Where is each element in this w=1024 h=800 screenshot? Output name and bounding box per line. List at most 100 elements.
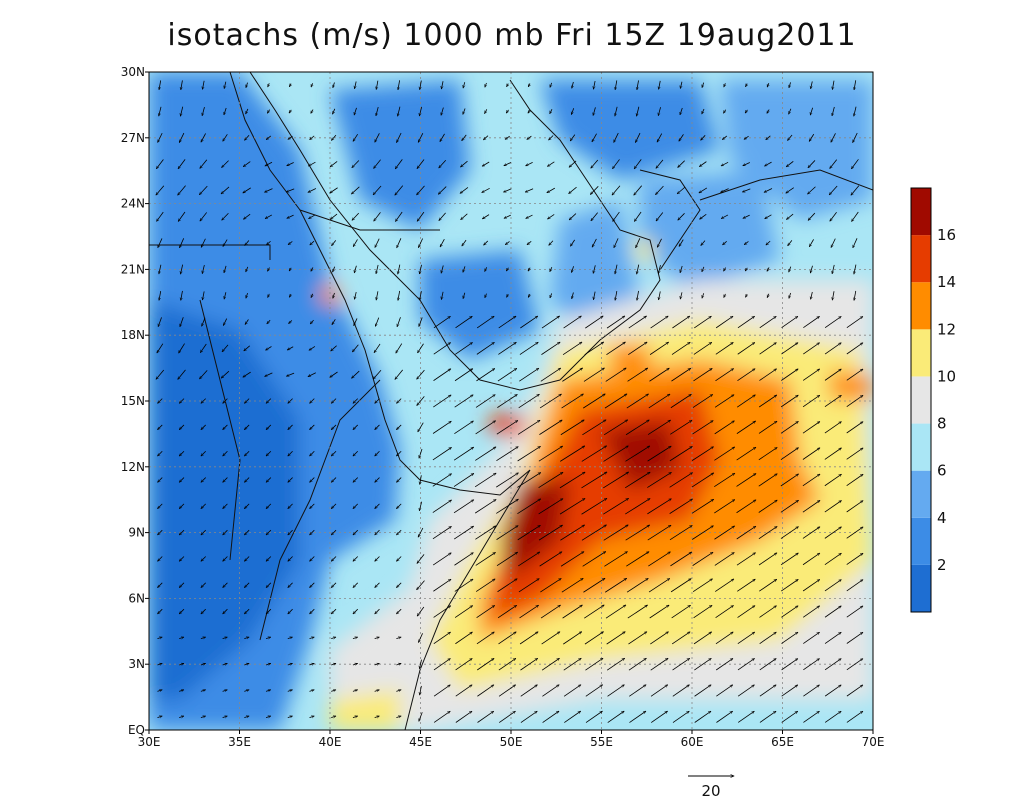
wind-arrow [824,342,841,355]
wind-arrow [656,133,663,143]
wind-arrow [736,420,756,434]
wind-arrow [331,424,337,430]
wind-arrow [484,109,488,113]
wind-arrow [243,371,251,378]
wind-arrow [246,82,248,88]
wind-arrow [830,133,836,142]
wind-arrow [179,238,185,248]
wind-arrow [475,446,496,461]
wind-arrow [432,526,452,540]
wind-arrow [714,394,734,408]
wind-arrow [518,551,540,567]
wind-arrow [605,367,626,382]
wind-arrow [765,214,772,220]
wind-arrow [330,371,338,378]
wind-arrow [395,159,403,169]
wind-arrow [288,582,293,588]
wind-arrow [200,159,208,169]
wind-arrow [518,578,539,593]
wind-arrow [692,394,713,408]
wind-arrow [222,239,228,247]
wind-arrow [178,159,186,169]
wind-arrow [581,445,607,462]
wind-arrow [701,135,706,140]
wind-arrow [802,421,820,434]
wind-arrow [743,162,751,167]
wind-arrow [803,710,819,723]
wind-arrow [288,477,293,483]
wind-arrow [157,582,163,588]
wind-arrow [201,424,206,430]
wind-arrow [244,398,250,404]
wind-arrow [604,551,627,567]
wind-arrow [714,446,734,461]
wind-arrow [310,240,315,245]
wind-arrow [353,398,359,404]
wind-arrow [811,81,813,88]
wind-arrow [802,605,819,618]
wind-arrow [549,135,554,141]
wind-arrow [178,185,186,196]
wind-arrow [265,161,273,167]
wind-arrow [159,264,162,274]
wind-arrow [625,524,650,541]
wind-arrow [824,579,841,592]
wind-arrow [309,663,315,665]
wind-arrow [802,552,820,566]
wind-arrow [737,578,755,592]
wind-arrow [330,213,338,219]
wind-arrow [286,372,295,377]
wind-arrow [460,160,468,167]
wind-arrow [527,83,530,86]
wind-arrow [547,214,555,220]
wind-arrow [824,658,841,671]
wind-arrow [354,265,357,273]
wind-arrow [375,477,380,483]
wind-arrow [453,473,474,487]
wind-arrow [266,477,272,483]
wind-arrow [743,214,750,219]
wind-arrow [542,684,559,697]
wind-arrow [331,608,337,614]
wind-arrow [374,159,381,169]
reference-vector: 20 [688,776,734,800]
wind-arrow [454,420,473,435]
wind-arrow [331,398,337,404]
wind-arrow [244,663,249,665]
wind-arrow [331,716,336,718]
wind-arrow [244,424,250,430]
colorbar-label: 6 [937,462,947,480]
wind-arrow [223,582,228,588]
wind-arrow [243,187,251,194]
wind-arrow [181,80,183,90]
wind-arrow [787,134,793,140]
wind-arrow [373,369,382,379]
wind-arrow [808,212,816,220]
wind-arrow [824,368,841,381]
wind-arrow [518,393,540,409]
wind-arrow [201,503,206,509]
wind-arrow [538,471,563,489]
wind-arrow [157,529,163,535]
wind-arrow [715,605,734,618]
wind-arrow [266,240,271,245]
wind-arrow [699,213,707,219]
wind-arrow [178,343,185,354]
wind-arrow [287,162,294,167]
wind-arrow [591,159,599,168]
wind-arrow [224,265,227,273]
wind-arrow [648,578,670,593]
wind-arrow [591,212,598,221]
wind-arrow [626,577,648,593]
wind-arrow [561,577,583,593]
wind-arrow [266,529,272,535]
wind-arrow [669,446,693,462]
wind-arrow [803,684,819,697]
wind-arrow [759,315,777,329]
wind-arrow [583,577,605,593]
wind-arrow [352,212,360,220]
wind-arrow [572,81,574,88]
wind-arrow [288,608,293,614]
wind-arrow [758,394,777,408]
wind-arrow [560,445,585,462]
